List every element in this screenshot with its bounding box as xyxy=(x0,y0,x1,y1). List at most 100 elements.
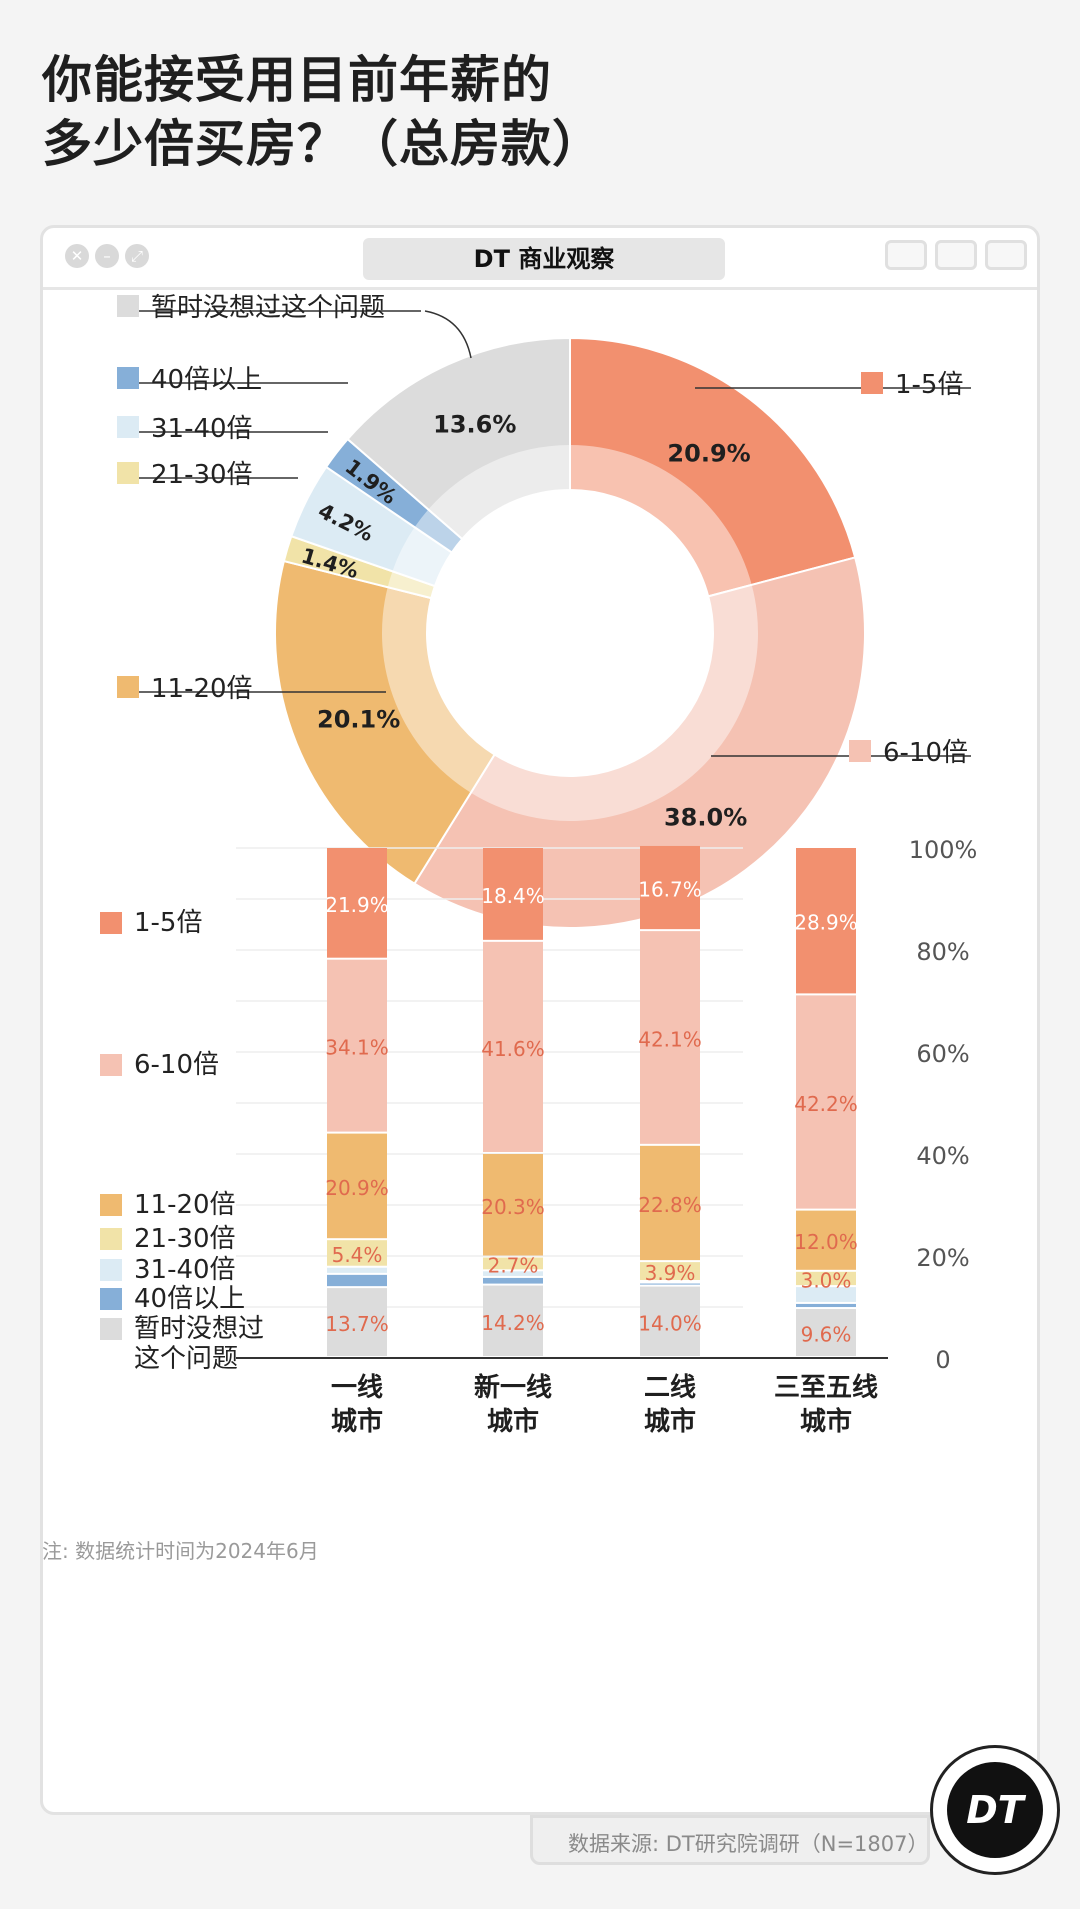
bar-legend-item-40: 40倍以上 xyxy=(100,1284,245,1314)
donut-legend-swatch-1-5 xyxy=(861,372,883,394)
bar-legend-swatch xyxy=(100,1228,122,1250)
x-category-label: 新一线 城市 xyxy=(438,1371,588,1439)
x-category-label: 三至五线 城市 xyxy=(751,1371,901,1439)
bar-segment-31-40-1 xyxy=(483,1271,543,1276)
bar-value-label: 5.4% xyxy=(332,1243,383,1267)
donut-legend-label-40: 40倍以上 xyxy=(151,365,262,395)
bar-segment-6-10-3 xyxy=(796,995,856,1209)
footnote: 注: 数据统计时间为2024年6月 xyxy=(42,1539,319,1563)
bar-segment-21-30-0 xyxy=(327,1240,387,1266)
donut-legend-swatch-21-30 xyxy=(117,462,139,484)
record-icon[interactable] xyxy=(885,240,927,270)
bar-value-label: 34.1% xyxy=(325,1036,389,1060)
chart-window: ✕ – ⤢ DT 商业观察 20.9% 1-5倍 38.0% 6-10倍 20.1% 11… xyxy=(40,225,1040,1815)
bar-value-label: 42.2% xyxy=(794,1092,858,1116)
bar-legend-item-31-40: 31-40倍 xyxy=(100,1255,236,1285)
bar-segment-x-1 xyxy=(483,1285,543,1356)
title-line-1: 你能接受用目前年薪的 xyxy=(42,51,552,109)
bar-value-label: 9.6% xyxy=(801,1323,852,1347)
bar-segment-21-30-1 xyxy=(483,1257,543,1270)
bar-legend-item-1-5: 1-5倍 xyxy=(100,908,202,938)
maximize-icon[interactable]: ⤢ xyxy=(125,244,149,268)
close-icon[interactable]: ✕ xyxy=(65,244,89,268)
source-note: 数据来源: DT研究院调研（N=1807） xyxy=(568,1832,929,1856)
bar-segment-x-3 xyxy=(796,1309,856,1356)
donut-legend-swatch-x xyxy=(117,295,139,317)
y-tick-label: 0 xyxy=(935,1346,950,1374)
donut-value-label-11-20: 20.1% xyxy=(317,706,400,734)
bar-value-label: 22.8% xyxy=(638,1193,702,1217)
bar-value-label: 13.7% xyxy=(325,1312,389,1336)
bar-value-label: 28.9% xyxy=(794,911,858,935)
donut-legend-swatch-11-20 xyxy=(117,676,139,698)
x-category-label-line: 三至五线 xyxy=(773,1373,878,1403)
donut-value-label-1-5: 20.9% xyxy=(667,439,750,467)
bar-segment-1-5-0 xyxy=(327,848,387,958)
donut-value-label-6-10: 38.0% xyxy=(664,803,747,831)
donut-inner-ring-1-5 xyxy=(570,445,752,597)
bar-value-label: 3.9% xyxy=(645,1261,696,1285)
bar-segment-11-20-2 xyxy=(640,1145,700,1261)
y-tick-label: 100% xyxy=(909,836,978,864)
bar-legend-swatch xyxy=(100,1318,122,1340)
bar-legend-item-x: 暂时没想过 这个问题 xyxy=(100,1314,264,1374)
x-category-label: 一线 城市 xyxy=(282,1371,432,1439)
bar-value-label: 12.0% xyxy=(794,1230,858,1254)
x-category-label-line: 城市 xyxy=(486,1407,539,1437)
bar-segment-x-2 xyxy=(640,1286,700,1356)
bar-value-label: 18.4% xyxy=(481,884,545,908)
donut-legend-label-6-10: 6-10倍 xyxy=(883,738,968,768)
bar-segment-1-5-1 xyxy=(483,848,543,940)
bar-segment-40-1 xyxy=(483,1277,543,1284)
donut-inner-ring-21-30 xyxy=(387,571,435,599)
x-category-label-line: 城市 xyxy=(643,1407,696,1437)
y-tick-label: 80% xyxy=(916,938,969,966)
bar-value-label: 20.9% xyxy=(325,1176,389,1200)
bar-segment-21-30-3 xyxy=(796,1271,856,1286)
donut-value-label-x: 13.6% xyxy=(433,411,516,439)
bar-legend-label: 暂时没想过 xyxy=(134,1314,265,1344)
bar-value-label: 14.0% xyxy=(638,1311,702,1335)
donut-inner-ring-6-10 xyxy=(470,584,758,821)
bar-value-label: 20.3% xyxy=(481,1195,545,1219)
bar-value-label: 21.9% xyxy=(325,893,389,917)
bar-legend-label: 21-30倍 xyxy=(134,1224,236,1254)
donut-chart: 20.9%1-5倍38.0%6-10倍20.1%11-20倍1.4%21-30倍… xyxy=(117,293,971,929)
bar-value-label: 16.7% xyxy=(638,878,702,902)
bar-segment-x-0 xyxy=(327,1288,387,1356)
donut-slice-11-20 xyxy=(274,559,496,886)
bar-segment-31-40-3 xyxy=(796,1287,856,1302)
donut-legend-label-21-30: 21-30倍 xyxy=(151,460,253,490)
bar-segment-6-10-1 xyxy=(483,941,543,1152)
bar-legend-label: 40倍以上 xyxy=(134,1284,246,1314)
bar-legend-label: 1-5倍 xyxy=(134,908,203,938)
copy-icon[interactable] xyxy=(985,240,1027,270)
donut-legend-label-11-20: 11-20倍 xyxy=(151,674,253,704)
bar-segment-1-5-2 xyxy=(640,845,700,930)
footer-tab xyxy=(530,1815,930,1865)
share-icon[interactable] xyxy=(935,240,977,270)
x-category-label-line: 城市 xyxy=(799,1407,852,1437)
bar-segment-6-10-0 xyxy=(327,959,387,1132)
dt-logo-badge: DT xyxy=(930,1745,1060,1875)
bar-legend-label: 11-20倍 xyxy=(134,1190,236,1220)
bar-value-label: 2.7% xyxy=(488,1253,539,1277)
bar-value-label: 41.6% xyxy=(481,1037,545,1061)
bar-segment-21-30-2 xyxy=(640,1262,700,1281)
dt-logo-text: DT xyxy=(947,1762,1043,1858)
bar-segment-11-20-0 xyxy=(327,1133,387,1239)
x-category-label-line: 城市 xyxy=(330,1407,383,1437)
donut-slice-x xyxy=(346,336,571,541)
x-category-label: 二线 城市 xyxy=(595,1371,745,1439)
bar-legend-swatch xyxy=(100,1259,122,1281)
minimize-icon[interactable]: – xyxy=(95,244,119,268)
x-category-label-line: 二线 xyxy=(643,1373,696,1403)
bar-segment-40-0 xyxy=(327,1274,387,1287)
donut-slice-1-5 xyxy=(569,336,857,598)
window-titlebar: ✕ – ⤢ DT 商业观察 xyxy=(43,228,1037,290)
bar-legend-label: 6-10倍 xyxy=(134,1050,220,1080)
bar-legend-swatch xyxy=(100,912,122,934)
donut-inner-ring-31-40 xyxy=(392,527,452,587)
window-title: DT 商业观察 xyxy=(363,238,725,280)
bar-segment-40-3 xyxy=(796,1303,856,1308)
